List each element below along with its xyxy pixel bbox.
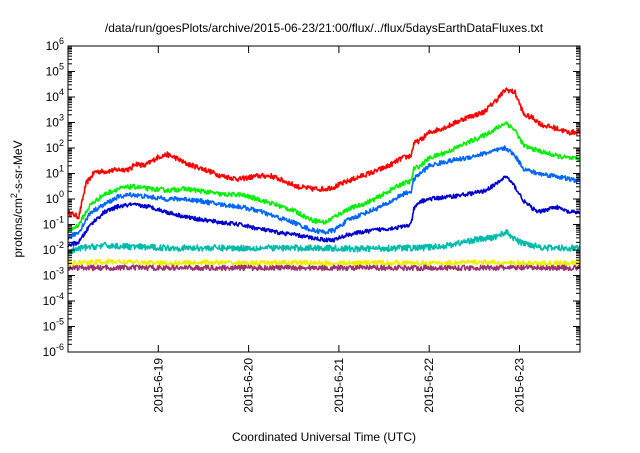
y-tick-base: 10	[46, 141, 60, 155]
series-line-4	[67, 228, 581, 255]
y-tick-exp: 6	[59, 36, 64, 46]
y-axis-label-sup: 2	[9, 193, 19, 198]
y-tick-exp: 1	[59, 164, 64, 174]
x-tick-label: 2015-6-21	[332, 358, 346, 413]
y-tick-base: 10	[46, 192, 60, 206]
y-tick-base: 10	[46, 116, 60, 130]
y-tick-exp: -4	[56, 291, 64, 301]
y-tick-exp: 3	[59, 113, 64, 123]
y-tick-base: 10	[46, 167, 60, 181]
y-axis-label: protons/cm2-s-sr-MeV	[9, 140, 25, 257]
y-tick-label: 10-3	[43, 266, 64, 283]
y-tick-label: 10-5	[43, 317, 64, 334]
y-tick-base: 10	[43, 345, 57, 359]
y-tick-base: 10	[43, 269, 57, 283]
series-line-0	[67, 87, 581, 220]
y-tick-base: 10	[43, 294, 57, 308]
y-tick-exp: -1	[56, 215, 64, 225]
y-tick-label: 100	[46, 189, 64, 206]
y-tick-exp: -6	[56, 342, 64, 352]
series-line-3	[67, 175, 581, 248]
series-line-6	[67, 264, 581, 272]
y-tick-label: 102	[46, 138, 64, 155]
x-tick-label: 2015-6-23	[512, 358, 526, 413]
y-tick-label: 10-2	[43, 240, 64, 257]
y-tick-base: 10	[46, 90, 60, 104]
x-axis-label: Coordinated Universal Time (UTC)	[232, 430, 416, 444]
y-tick-label: 10-4	[43, 291, 64, 308]
x-tick-label: 2015-6-19	[151, 358, 165, 413]
y-axis-label-main: protons/cm	[11, 198, 25, 257]
y-tick-exp: 5	[59, 62, 64, 72]
series-layer	[67, 87, 581, 272]
plot-frame	[67, 45, 581, 353]
y-tick-exp: -2	[56, 240, 64, 250]
y-tick-exp: 2	[59, 138, 64, 148]
chart-title: /data/run/goesPlots/archive/2015-06-23/2…	[105, 21, 544, 35]
y-tick-base: 10	[46, 65, 60, 79]
y-tick-label: 103	[46, 113, 64, 130]
y-tick-exp: -5	[56, 317, 64, 327]
y-tick-base: 10	[43, 320, 57, 334]
y-tick-base: 10	[43, 243, 57, 257]
x-tick-label: 2015-6-22	[422, 358, 436, 413]
y-tick-label: 101	[46, 164, 64, 181]
y-tick-exp: 0	[59, 189, 64, 199]
series-line-2	[67, 145, 581, 241]
series-line-5	[67, 258, 581, 267]
y-tick-base: 10	[43, 218, 57, 232]
y-tick-label: 10-1	[43, 215, 64, 232]
series-line-1	[67, 121, 581, 233]
y-tick-label: 105	[46, 62, 64, 79]
y-tick-label: 106	[46, 36, 64, 53]
axes-layer: 10-610-510-410-310-210-11001011021031041…	[43, 36, 580, 413]
y-tick-label: 10-6	[43, 342, 64, 359]
x-tick-label: 2015-6-20	[242, 358, 256, 413]
y-tick-base: 10	[46, 39, 60, 53]
y-axis-label-rest: -s-sr-MeV	[11, 140, 25, 193]
y-tick-exp: 4	[59, 87, 64, 97]
y-tick-label: 104	[46, 87, 64, 104]
y-tick-exp: -3	[56, 266, 64, 276]
